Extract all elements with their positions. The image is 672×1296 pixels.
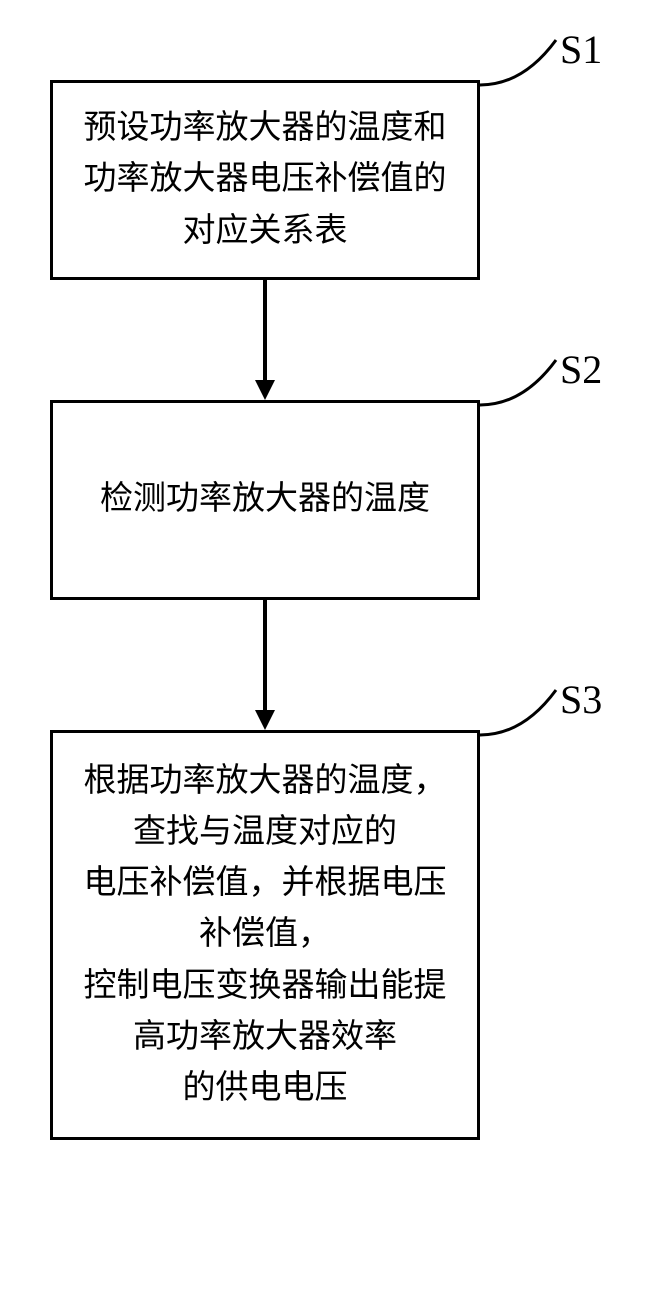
label-s2-curve	[478, 355, 568, 410]
label-s1-curve	[478, 35, 568, 90]
label-s2-text: S2	[560, 347, 602, 392]
node-s2-text: 检测功率放大器的温度	[100, 474, 430, 525]
label-s1-text: S1	[560, 27, 602, 72]
label-s3: S3	[560, 676, 602, 723]
arrow-1-head	[255, 380, 275, 400]
arrow-2-head	[255, 710, 275, 730]
label-s3-curve	[478, 685, 568, 740]
label-s2: S2	[560, 346, 602, 393]
node-s3: 根据功率放大器的温度，查找与温度对应的电压补偿值，并根据电压补偿值，控制电压变换…	[50, 730, 480, 1140]
arrow-2-line	[263, 600, 267, 710]
node-s1-text: 预设功率放大器的温度和功率放大器电压补偿值的对应关系表	[84, 103, 447, 256]
node-s1: 预设功率放大器的温度和功率放大器电压补偿值的对应关系表	[50, 80, 480, 280]
label-s3-text: S3	[560, 677, 602, 722]
node-s3-text: 根据功率放大器的温度，查找与温度对应的电压补偿值，并根据电压补偿值，控制电压变换…	[84, 756, 447, 1114]
label-s1: S1	[560, 26, 602, 73]
flowchart-canvas: 预设功率放大器的温度和功率放大器电压补偿值的对应关系表 检测功率放大器的温度 根…	[0, 0, 672, 1296]
arrow-1-line	[263, 280, 267, 380]
node-s2: 检测功率放大器的温度	[50, 400, 480, 600]
